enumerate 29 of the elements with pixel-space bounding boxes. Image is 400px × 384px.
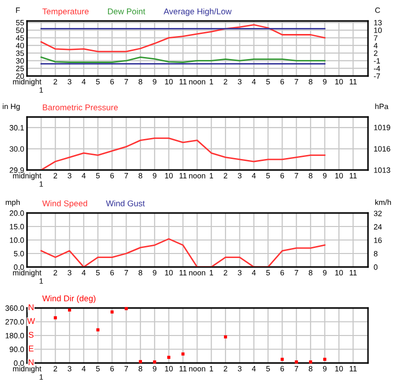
point — [294, 360, 298, 364]
point — [54, 316, 57, 320]
line-series — [40, 138, 326, 170]
line-series — [40, 238, 326, 267]
text: Wind Speed — [42, 200, 88, 208]
point — [323, 358, 326, 361]
annotation: W — [27, 318, 35, 324]
legend-label: Wind Gust — [106, 200, 145, 206]
point — [68, 308, 72, 312]
point — [124, 307, 128, 310]
text: Dew Point — [108, 8, 146, 14]
point — [96, 328, 100, 332]
point — [138, 360, 142, 364]
text: Barometric Pressure — [42, 104, 118, 110]
point — [153, 360, 156, 364]
series-label: Average High/Low — [164, 8, 232, 16]
point — [280, 358, 284, 361]
text: Temperature — [42, 8, 89, 16]
point — [110, 310, 114, 314]
annotation: N — [28, 359, 34, 366]
annotation: S — [28, 332, 34, 338]
annotation: E — [28, 346, 34, 352]
point — [224, 335, 228, 338]
series-label: Wind Dir (deg) — [42, 295, 96, 303]
point — [309, 360, 312, 364]
annotation: N — [28, 304, 34, 310]
point — [181, 352, 185, 356]
point — [167, 356, 170, 359]
line-series — [40, 24, 326, 52]
